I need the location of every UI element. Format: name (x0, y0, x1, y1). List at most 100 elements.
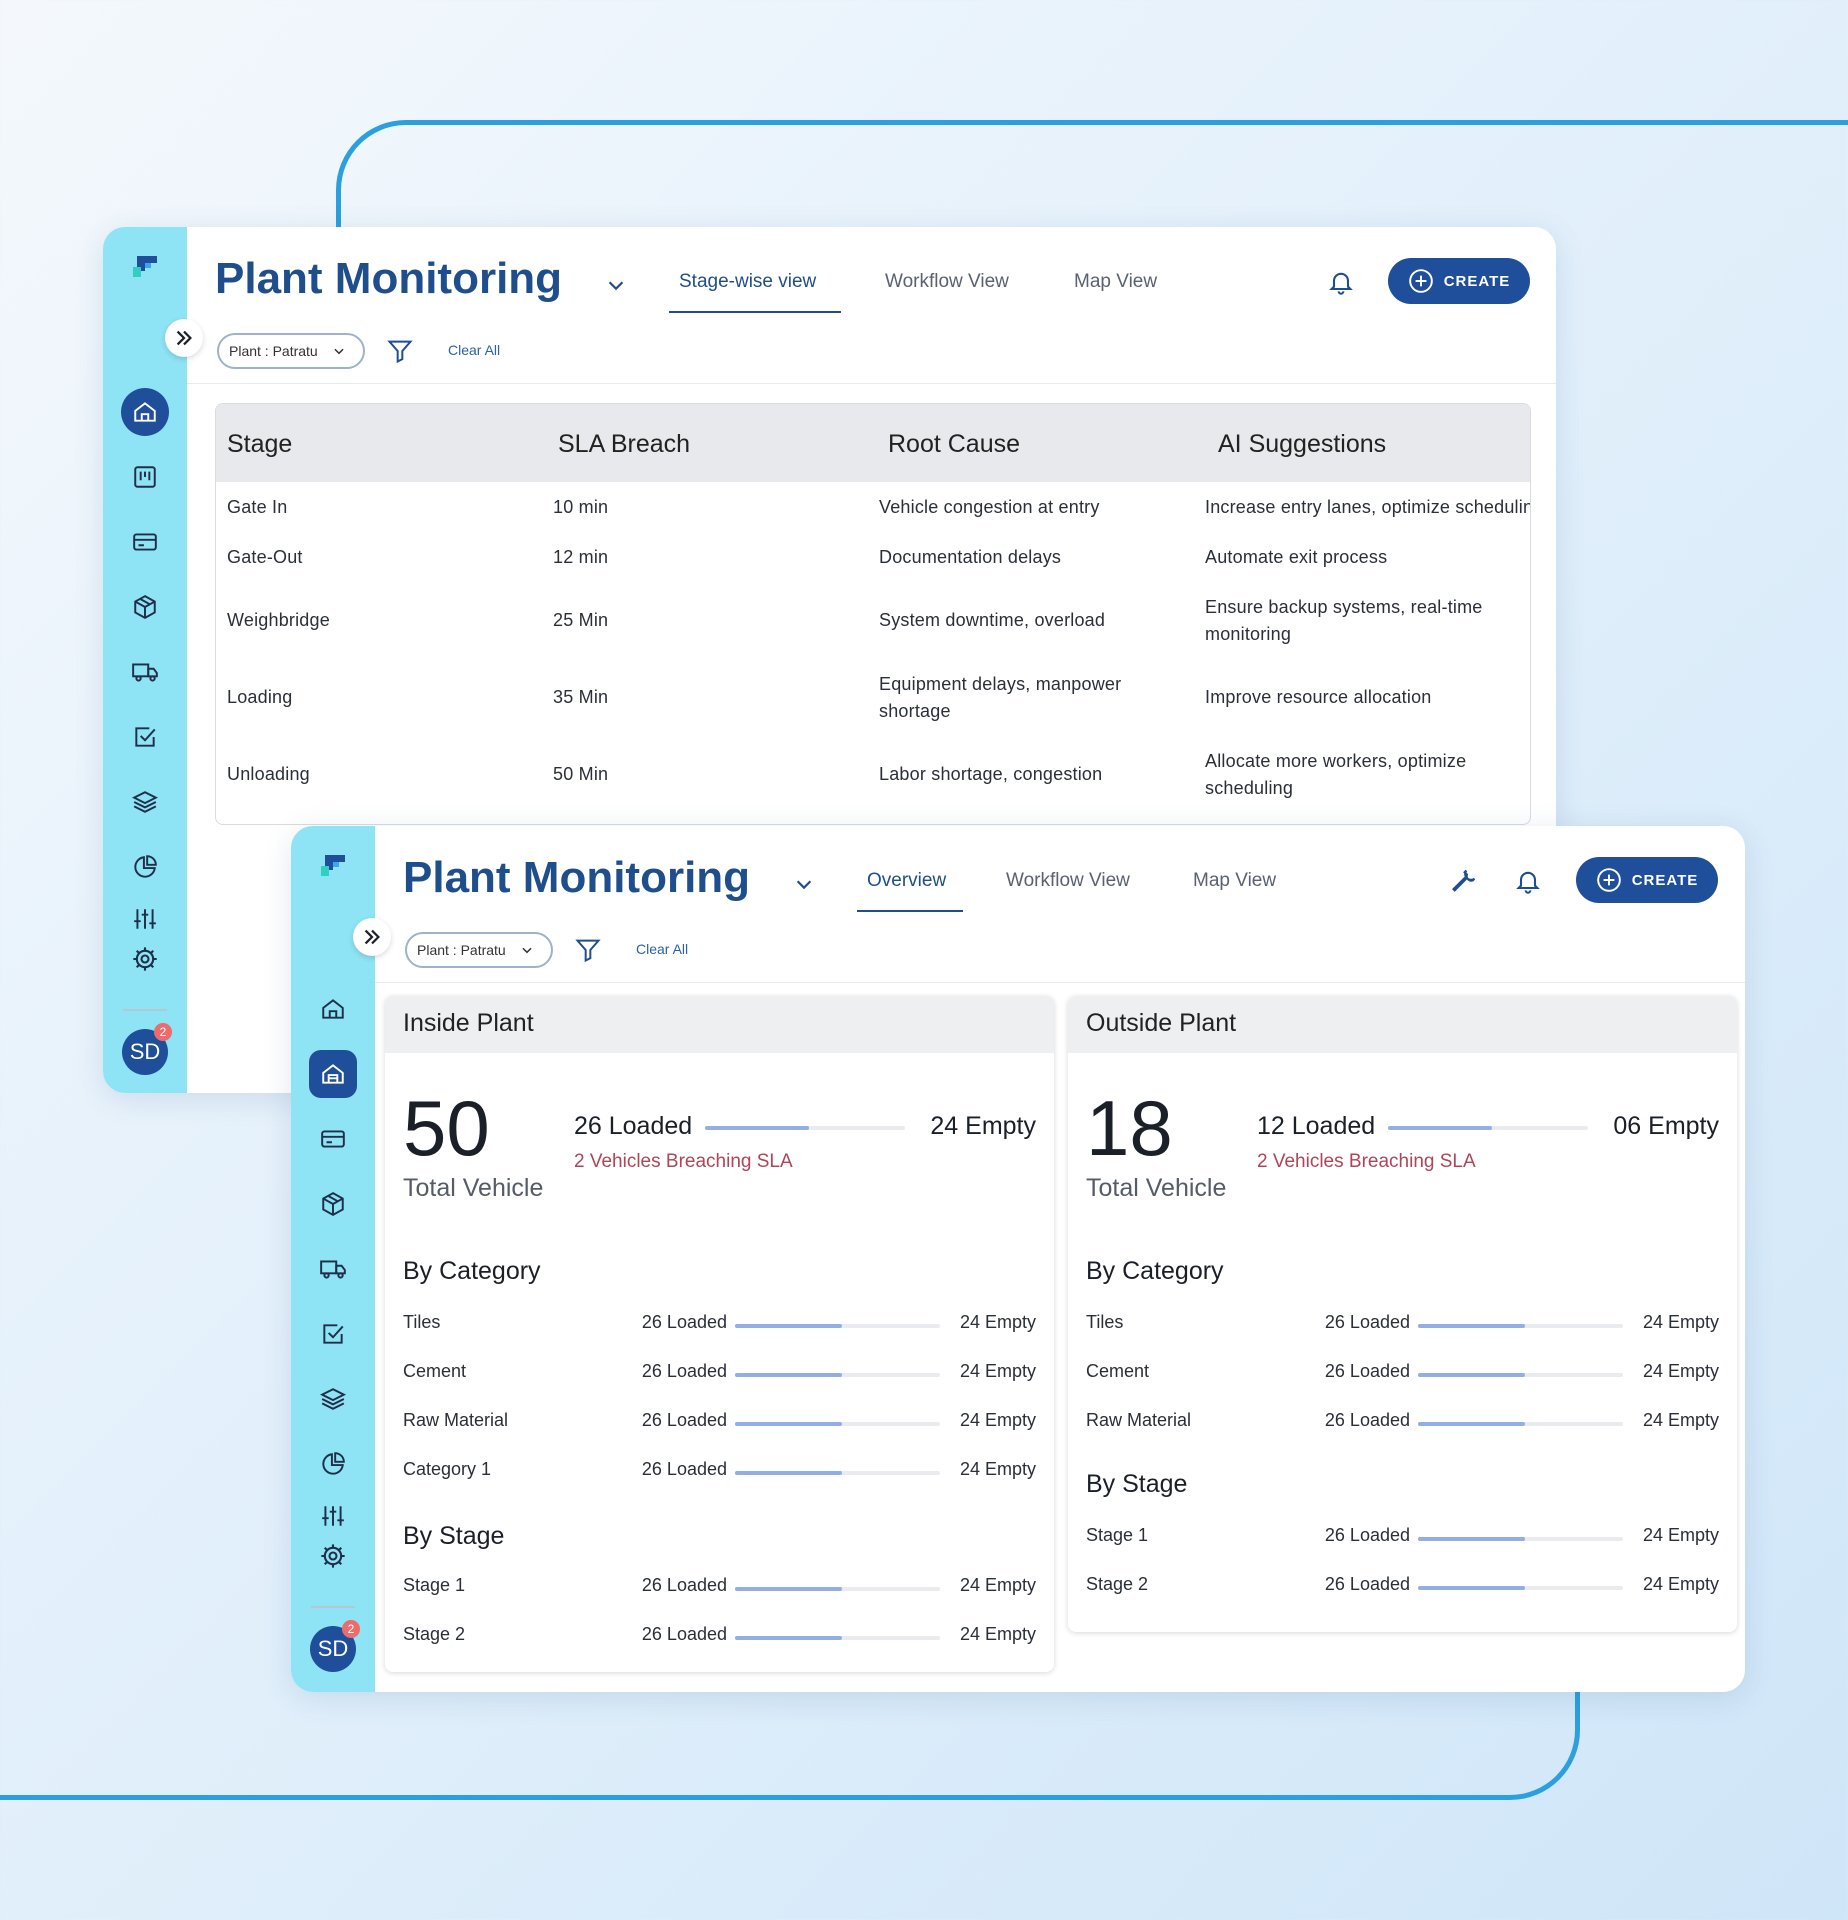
breakdown-row-bar (1418, 1324, 1623, 1328)
nav-inventory[interactable] (103, 574, 187, 639)
nav-vehicles[interactable] (291, 1236, 375, 1301)
breakdown-row-empty: 24 Empty (959, 1361, 1036, 1381)
filter-icon (387, 340, 413, 364)
sidebar: SD 2 (291, 826, 375, 1692)
tab-map-view[interactable]: Map View (1074, 271, 1158, 292)
plant-filter-select[interactable]: Plant : Patratu (217, 333, 365, 369)
filter-button[interactable] (386, 337, 414, 365)
breakdown-row-empty: 24 Empty (1642, 1574, 1719, 1594)
tab-stage-wise-view[interactable]: Stage-wise view (679, 271, 817, 292)
box-icon (322, 1191, 344, 1216)
summary-empty: 06 Empty (1613, 1112, 1719, 1140)
nav-layers[interactable] (291, 1366, 375, 1431)
create-button[interactable]: CREATE (1576, 857, 1718, 903)
cell-ai-suggestion: Ensure backup systems, real-time monitor… (1205, 597, 1483, 644)
summary-empty: 24 Empty (930, 1112, 1036, 1140)
create-button-label: CREATE (1443, 272, 1511, 290)
plus-circle-icon (1596, 868, 1621, 892)
breakdown-row-bar-fill (1418, 1373, 1525, 1377)
tab-map-view[interactable]: Map View (1193, 870, 1277, 891)
sla-breach-alert: 2 Vehicles Breaching SLA (574, 1151, 793, 1172)
nav-inventory[interactable] (291, 1171, 375, 1236)
nav-board[interactable] (103, 444, 187, 509)
breakdown-row-bar-fill (735, 1373, 842, 1377)
nav-settings[interactable] (291, 1536, 375, 1576)
nav-vehicles[interactable] (103, 639, 187, 704)
expand-sidebar-button[interactable] (165, 319, 203, 357)
header-divider (187, 383, 1556, 384)
breakdown-row-loaded: 26 Loaded (1324, 1361, 1410, 1381)
avatar-initials: SD (317, 1636, 349, 1661)
decorative-frame-bottom (0, 1630, 1580, 1800)
nav-controls[interactable] (103, 899, 187, 939)
nav-controls[interactable] (291, 1496, 375, 1536)
tab-workflow-view[interactable]: Workflow View (885, 271, 1009, 292)
cell-sla-breach: 50 Min (553, 764, 609, 784)
column-header-stage: Stage (227, 430, 293, 458)
chevron-down-icon (334, 348, 344, 355)
layers-icon (320, 1387, 346, 1410)
total-vehicle-count: 18 (1086, 1084, 1173, 1172)
sla-table: Stage SLA Breach Root Cause AI Suggestio… (215, 403, 1531, 825)
nav-home[interactable] (103, 379, 187, 444)
breakdown-row-label: Tiles (1086, 1312, 1124, 1332)
nav-tasks[interactable] (103, 704, 187, 769)
breakdown-row-bar (1418, 1373, 1623, 1377)
tab-overview[interactable]: Overview (867, 870, 947, 891)
checkbox-icon (135, 726, 156, 747)
notification-count-badge: 2 (342, 1620, 360, 1638)
notifications-button[interactable] (1327, 268, 1355, 296)
nav-reports[interactable] (291, 1431, 375, 1496)
breakdown-row-bar-fill (1418, 1537, 1525, 1541)
breakdown-row-bar (735, 1324, 940, 1328)
tab-workflow-view[interactable]: Workflow View (1006, 870, 1130, 891)
title-dropdown-toggle[interactable] (793, 873, 815, 895)
breakdown-row-empty: 24 Empty (1642, 1361, 1719, 1381)
card-title: Outside Plant (1068, 996, 1737, 1053)
double-chevron-right-icon (176, 330, 192, 346)
cell-ai-suggestion: Automate exit process (1205, 547, 1388, 567)
breakdown-row-loaded: 26 Loaded (641, 1575, 727, 1595)
breakdown-row-bar-fill (1418, 1422, 1525, 1426)
clear-all-link[interactable]: Clear All (636, 941, 689, 957)
main-content: Plant Monitoring Stage-wise view Workflo… (187, 227, 1556, 1093)
nav-payments[interactable] (291, 1106, 375, 1171)
cell-stage: Gate In (227, 497, 288, 517)
cell-sla-breach: 12 min (553, 547, 609, 567)
nav-settings[interactable] (103, 939, 187, 979)
nav-tasks[interactable] (291, 1301, 375, 1366)
cell-root-cause: System downtime, overload (879, 610, 1106, 630)
breakdown-row-empty: 24 Empty (959, 1312, 1036, 1332)
active-tab-indicator (857, 910, 963, 912)
user-avatar[interactable]: SD 2 (122, 1023, 172, 1075)
filter-button[interactable] (574, 936, 602, 964)
sidebar-divider (311, 1606, 355, 1608)
notifications-button[interactable] (1514, 867, 1542, 895)
bell-icon (1329, 272, 1353, 295)
breakdown-row-bar-fill (735, 1422, 842, 1426)
breakdown-row-bar (735, 1471, 940, 1475)
nav-reports[interactable] (103, 834, 187, 899)
user-avatar[interactable]: SD 2 (310, 1620, 360, 1672)
clear-all-link[interactable]: Clear All (448, 342, 501, 358)
nav-layers[interactable] (103, 769, 187, 834)
plant-filter-select[interactable]: Plant : Patratu (405, 932, 553, 968)
nav-payments[interactable] (103, 509, 187, 574)
app-logo (319, 852, 347, 880)
wrench-icon (1452, 869, 1476, 892)
sidebar-nav (291, 976, 375, 1576)
title-dropdown-toggle[interactable] (605, 274, 627, 296)
by-stage-title: By Stage (1086, 1470, 1188, 1498)
breakdown-row-bar-fill (735, 1471, 842, 1475)
expand-sidebar-button[interactable] (353, 918, 391, 956)
breakdown-row-label: Stage 1 (403, 1575, 466, 1595)
create-button[interactable]: CREATE (1388, 258, 1530, 304)
warehouse-icon (322, 1063, 344, 1084)
sliders-icon (134, 909, 156, 929)
nav-home[interactable] (291, 976, 375, 1041)
tools-button[interactable] (1450, 867, 1478, 895)
sla-breach-alert: 2 Vehicles Breaching SLA (1257, 1151, 1476, 1172)
cell-ai-suggestion: Allocate more workers, optimize scheduli… (1205, 751, 1467, 798)
breakdown-row-loaded: 26 Loaded (1324, 1312, 1410, 1332)
nav-plant[interactable] (291, 1041, 375, 1106)
